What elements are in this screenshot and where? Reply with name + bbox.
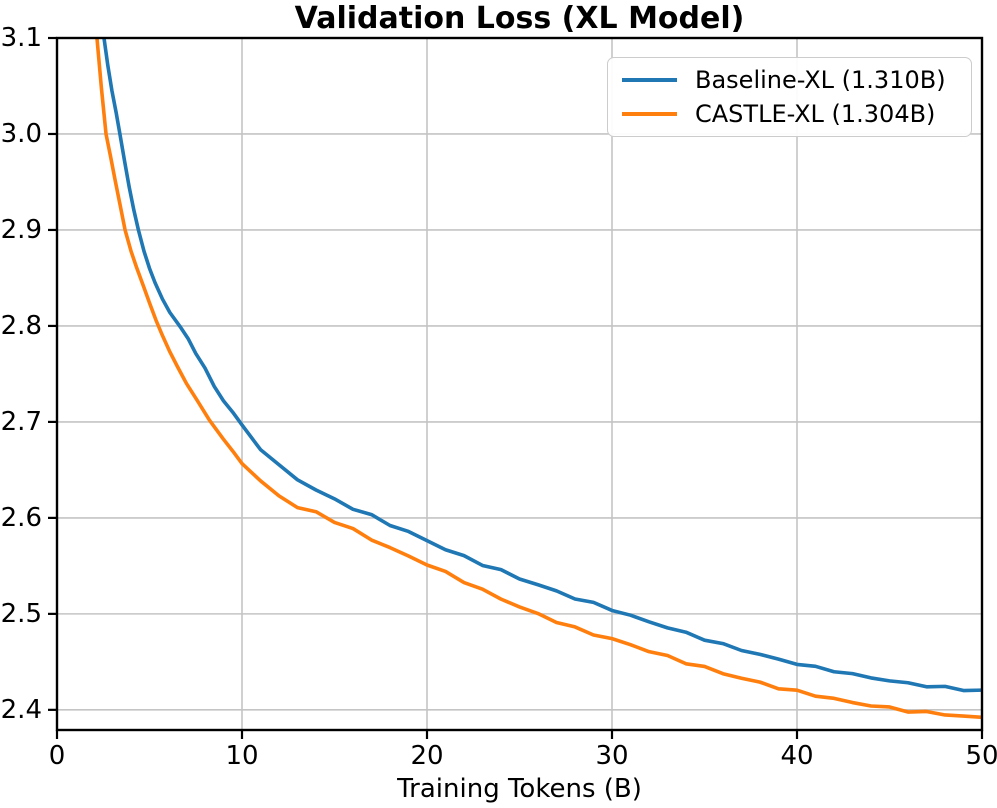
x-tick-label: 30 — [595, 741, 629, 771]
legend-label: CASTLE-XL (1.304B) — [695, 100, 936, 128]
curve-castle-xl — [95, 38, 982, 720]
y-tick-label: 3.0 — [0, 118, 42, 149]
x-tick-label: 50 — [965, 741, 997, 771]
y-tick-label: 3.1 — [0, 23, 42, 53]
legend-swatch-line — [622, 78, 677, 82]
legend-item: CASTLE-XL (1.304B) — [622, 97, 957, 131]
legend-swatch-line — [622, 112, 677, 116]
x-tick-label: 20 — [410, 741, 444, 771]
legend-item: Baseline-XL (1.310B) — [622, 63, 957, 97]
y-tick-label: 2.5 — [0, 598, 42, 629]
legend-label: Baseline-XL (1.310B) — [695, 66, 946, 94]
legend: Baseline-XL (1.310B) CASTLE-XL (1.304B) — [607, 57, 972, 137]
y-tick-label: 2.8 — [0, 310, 42, 341]
x-tick-label: 10 — [225, 741, 259, 771]
x-axis-label: Training Tokens (B) — [397, 774, 642, 804]
y-tick-label: 2.9 — [0, 214, 42, 245]
curve-baseline-xl — [102, 38, 982, 693]
y-tick-label: 2.6 — [0, 502, 42, 533]
x-tick-label: 40 — [780, 741, 814, 771]
axes-frame — [55, 36, 984, 732]
y-tick-label: 2.7 — [0, 406, 42, 437]
x-tick-label: 0 — [48, 741, 66, 771]
y-tick-label: 2.4 — [0, 694, 42, 725]
chart-title: Validation Loss (XL Model) — [294, 1, 745, 36]
